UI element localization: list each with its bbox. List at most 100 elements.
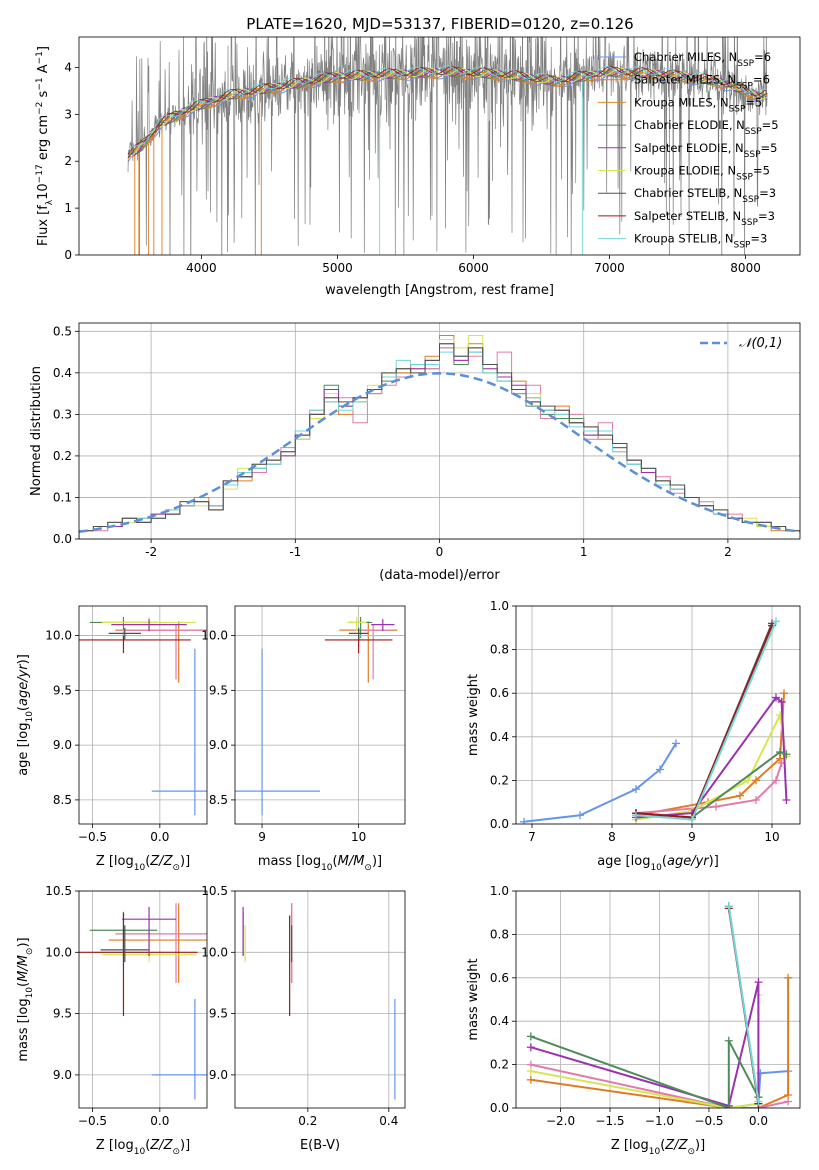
x-tick-label: -1: [289, 545, 301, 559]
spectrum-y-label-part: −1: [35, 51, 45, 64]
legend-entry-label-part: Chabrier ELODIE, N: [634, 118, 745, 132]
age-vs-mass-x-label-part: )]: [372, 854, 382, 869]
y-tick-label: 10.0: [201, 629, 228, 643]
residuals-plot-area: [79, 334, 800, 539]
mass-weight-line: [727, 906, 760, 1102]
mass-vs-Z-x-label-part: Z/Z: [149, 1138, 173, 1153]
y-tick-label: 0: [64, 248, 72, 262]
residuals-y-label: Normed distribution: [29, 366, 44, 496]
x-tick-label: 0.0: [150, 830, 169, 844]
age-vs-Z-y-label-part: )]: [16, 654, 31, 664]
massweight-vs-age-x-label: age [log10(age/yr)]: [597, 854, 719, 873]
spectrum-y-label-part: erg cm: [36, 115, 51, 164]
spectrum-plot-area: [127, 37, 768, 255]
mass-weight-line: [530, 995, 760, 1108]
legend-entry-label: 𝒩(0,1): [739, 336, 782, 351]
mass-weight-marker: [724, 1104, 733, 1108]
y-tick-label: 2: [64, 154, 72, 168]
spectrum-y-label-part: −2: [35, 102, 45, 115]
legend-entry-label-part: SSP: [734, 241, 751, 251]
y-tick-label: 10.0: [45, 945, 72, 959]
mass-weight-line: [530, 981, 760, 1108]
spectrum-y-label: Flux [fλ10−17 erg cm−2 s−1 A−1]: [35, 46, 55, 246]
x-tick-label: 8000: [730, 261, 761, 275]
mass-weight-marker: [526, 1032, 535, 1041]
x-tick-label: 1: [580, 545, 588, 559]
legend-entry-label-part: SSP: [736, 82, 753, 92]
x-tick-label: −2.0: [546, 1114, 575, 1128]
mass-weight-marker: [744, 776, 752, 785]
mass-weight-marker: [526, 1043, 535, 1052]
y-tick-label: 10.5: [201, 884, 228, 898]
mass-weight-marker: [784, 1097, 793, 1106]
y-tick-label: 0.8: [490, 643, 509, 657]
y-tick-label: 0.6: [490, 971, 509, 985]
residuals-x-label: (data-model)/error: [379, 568, 500, 583]
age-vs-mass-x-label-part: (: [333, 854, 338, 869]
massweight-vs-age-x-label-part: )]: [709, 854, 719, 869]
age-vs-Z-plot-area: [79, 616, 207, 816]
axes-frame: [78, 36, 801, 256]
y-tick-label: 9.5: [209, 1007, 228, 1021]
mass-vs-Z-x-label-part: (: [145, 1138, 150, 1153]
mass-vs-ebv-panel: 0.2 0.4 9.0 9.5 10.0 10.5 E(B-V): [201, 884, 406, 1153]
legend-entry-label: Chabrier MILES, NSSP=6: [634, 50, 771, 69]
y-tick-label: 0.0: [490, 817, 509, 831]
legend-entry-label: Salpeter STELIB, NSSP=3: [634, 209, 775, 228]
x-tick-label: 5000: [322, 261, 353, 275]
spectrum-y-label-part: A: [36, 64, 51, 77]
mass-weight-marker: [576, 811, 584, 820]
mass-weight-marker: [632, 785, 640, 794]
mass-vs-ebv-x-label-part: E(B-V): [300, 1138, 340, 1153]
x-tick-label: 10: [764, 830, 779, 844]
residuals-legend: 𝒩(0,1): [700, 336, 782, 351]
mass-vs-Z-y-label-part: 10: [25, 987, 35, 999]
age-vs-Z-y-label-part: age/yr: [16, 663, 31, 706]
x-tick-label: 4000: [186, 261, 217, 275]
age-vs-Z-panel: −0.5 0.08.59.09.510.0Z [log10(Z/Z⊙)]age […: [16, 605, 208, 873]
mass-weight-marker: [656, 765, 664, 774]
massweight-vs-Z-x-label-part: Z/Z: [664, 1138, 688, 1153]
legend-entry-label-part: =6: [754, 50, 771, 64]
y-tick-label: 0.6: [490, 686, 509, 700]
age-vs-Z-x-label-part: )]: [180, 854, 190, 869]
legend-entry-label-part: =5: [762, 118, 779, 132]
mass-weight-marker: [784, 973, 793, 982]
mass-weight-line: [530, 977, 790, 1108]
legend-entry-label-part: SSP: [729, 104, 746, 114]
x-tick-label: −0.5: [694, 1114, 723, 1128]
massweight-vs-Z-x-label-part: (: [660, 1138, 665, 1153]
histogram-step: [79, 343, 800, 539]
age-vs-mass-x-label-part: 10: [321, 863, 333, 873]
y-tick-label: 0.0: [490, 1101, 509, 1115]
age-vs-Z-y-label-part: age [log: [16, 723, 31, 776]
mass-vs-Z-y-label-part: )]: [16, 937, 31, 947]
y-tick-label: 0.1: [53, 490, 72, 504]
axes-frame: [515, 890, 801, 1109]
x-tick-label: 7: [528, 830, 536, 844]
y-tick-label: 9.0: [53, 1068, 72, 1082]
age-vs-mass-plot-area: [235, 616, 398, 816]
mass-weight-marker: [776, 748, 784, 757]
spectrum-model-line: [127, 70, 768, 158]
spectrum-y-label-part: s: [36, 90, 51, 101]
mass-weight-line: [635, 620, 777, 821]
legend-entry-label: Chabrier STELIB, NSSP=3: [634, 186, 776, 205]
mass-weight-marker: [777, 697, 786, 706]
mass-weight-marker: [782, 750, 791, 759]
mass-weight-marker: [632, 811, 640, 820]
spectrum-y-label-part: 10: [36, 183, 51, 200]
mass-weight-marker: [526, 1067, 535, 1076]
mass-weight-marker: [688, 815, 696, 824]
age-vs-Z-x-label-part: Z [log: [96, 854, 134, 869]
age-vs-Z-x-label-part: Z/Z: [149, 854, 173, 869]
mass-weight-marker: [724, 1036, 733, 1045]
legend-entry-label-part: Chabrier STELIB, N: [634, 186, 742, 200]
y-tick-label: 1: [64, 201, 72, 215]
legend-entry-label-part: =5: [745, 95, 762, 109]
x-tick-label: 10: [351, 830, 366, 844]
y-tick-label: 8.5: [53, 793, 72, 807]
spectrum-y-label-part: Flux [f: [36, 205, 51, 246]
